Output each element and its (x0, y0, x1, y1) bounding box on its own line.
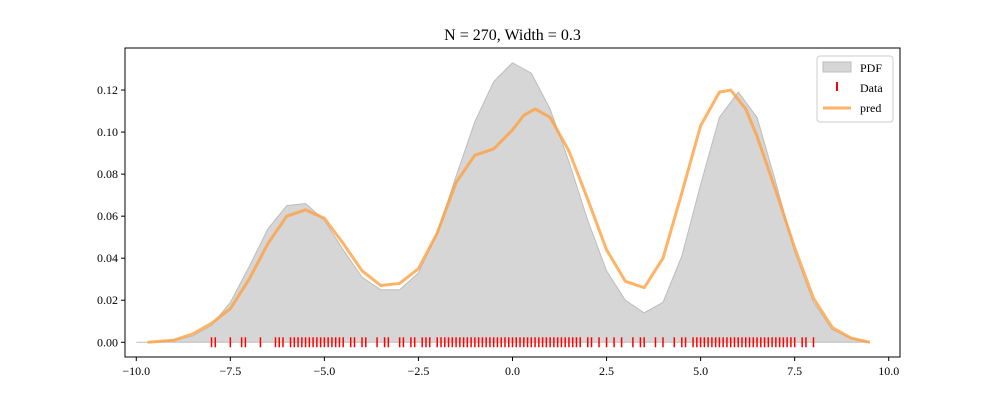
x-tick-label: −5.0 (314, 364, 336, 378)
x-tick-label: −7.5 (219, 364, 241, 378)
y-tick-label: 0.08 (97, 167, 118, 181)
legend-pred-label: pred (860, 101, 881, 115)
y-tick-label: 0.12 (97, 83, 118, 97)
x-tick-label: −2.5 (408, 364, 430, 378)
plot-area (136, 62, 871, 348)
chart-title: N = 270, Width = 0.3 (444, 27, 581, 44)
legend-pdf-swatch (822, 61, 852, 73)
y-tick-label: 0.00 (97, 335, 118, 349)
legend-data-label: Data (860, 81, 883, 95)
legend: PDF Data pred (816, 55, 894, 123)
x-tick-label: 10.0 (878, 364, 899, 378)
y-axis: 0.00 0.02 0.04 0.06 0.08 0.10 0.12 (97, 83, 125, 349)
y-tick-label: 0.02 (97, 293, 118, 307)
x-tick-label: −10.0 (122, 364, 150, 378)
legend-pdf-label: PDF (860, 61, 882, 75)
y-tick-label: 0.10 (97, 125, 118, 139)
pred-line (147, 88, 871, 344)
pdf-area (136, 62, 871, 343)
x-tick-label: 5.0 (693, 364, 708, 378)
x-tick-label: 0.0 (505, 364, 520, 378)
x-tick-label: 7.5 (787, 364, 802, 378)
y-tick-label: 0.04 (97, 251, 118, 265)
data-rug (210, 337, 815, 348)
x-axis: −10.0 −7.5 −5.0 −2.5 0.0 2.5 5.0 7.5 10.0 (122, 357, 899, 378)
y-tick-label: 0.06 (97, 209, 118, 223)
x-tick-label: 2.5 (599, 364, 614, 378)
